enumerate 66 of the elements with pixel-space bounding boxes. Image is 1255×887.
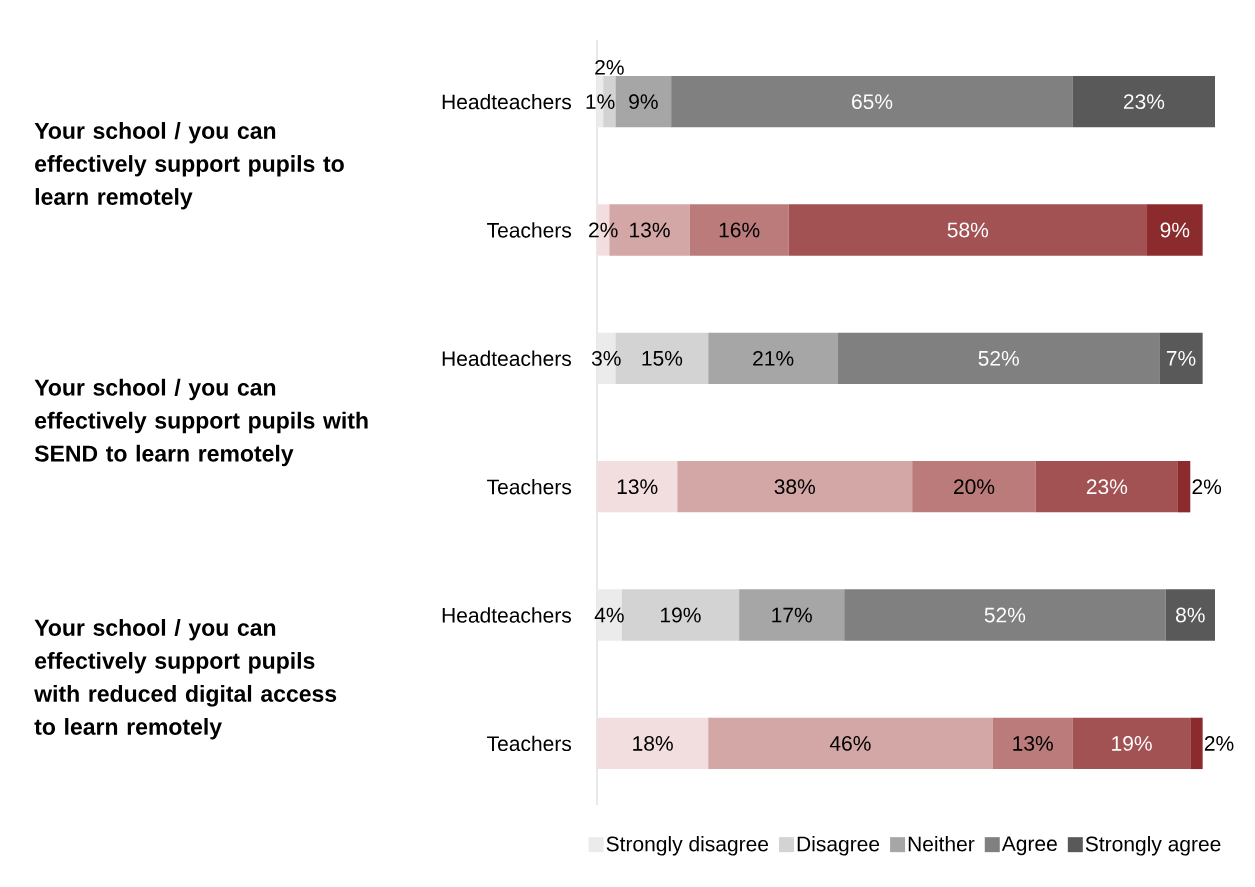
bar	[788, 204, 1148, 256]
bar	[1190, 717, 1203, 770]
bar	[689, 204, 789, 256]
data-label: 9%	[1160, 222, 1190, 238]
bar	[992, 717, 1073, 770]
data-label: 13%	[617, 479, 658, 495]
data-label: 23%	[1086, 479, 1128, 495]
bar	[1159, 332, 1203, 384]
y-tick-label: Teachers	[487, 478, 572, 495]
bar	[838, 332, 1160, 384]
bar	[597, 461, 678, 513]
bar	[671, 75, 1073, 128]
data-label: 20%	[954, 479, 995, 495]
data-label: 16%	[719, 222, 760, 238]
bar	[615, 75, 672, 128]
data-label: 2%	[1204, 736, 1234, 751]
data-label: 52%	[984, 607, 1026, 623]
legend-label: Agree	[1001, 836, 1057, 856]
data-label: 9%	[629, 94, 658, 110]
bar	[844, 589, 1166, 641]
legend-label: Strongly disagree	[606, 835, 769, 856]
data-label: 46%	[829, 735, 871, 751]
data-label: 58%	[947, 222, 989, 238]
data-label: 2%	[1192, 479, 1222, 495]
data-label: 2%	[595, 59, 624, 75]
text: Your school / you can effectively support pupils with SEND to learn remotely	[34, 378, 368, 467]
data-label: 13%	[1013, 735, 1053, 751]
bar	[1072, 75, 1216, 128]
bar	[708, 332, 839, 384]
y-tick-label: Teachers	[487, 735, 572, 752]
data-label: 65%	[852, 94, 893, 110]
y-tick-label: Headteachers	[442, 93, 572, 110]
data-label: 38%	[774, 479, 816, 495]
bar	[1147, 204, 1203, 256]
bar	[597, 717, 709, 770]
y-tick-label: Headteachers	[442, 350, 572, 367]
bar	[1165, 589, 1216, 641]
data-label: 7%	[1166, 350, 1196, 366]
data-label: 15%	[642, 350, 683, 366]
bar	[708, 717, 993, 770]
bar	[739, 589, 845, 641]
text: Your school / you can effectively support pupils to learn remotely	[34, 122, 344, 210]
data-label: 18%	[633, 735, 673, 751]
text: Your school / you can effectively support pupils with reduced digital access to learn remotely	[34, 619, 337, 740]
y-tick-label: Teachers	[487, 222, 572, 238]
data-label: 23%	[1123, 94, 1165, 110]
bar	[912, 461, 1036, 513]
data-label: 21%	[753, 350, 794, 366]
data-label: 19%	[1112, 735, 1152, 751]
data-label: 13%	[630, 222, 670, 238]
bar	[677, 461, 913, 513]
data-label: 52%	[978, 350, 1019, 366]
data-label: 19%	[661, 607, 701, 623]
bar	[1035, 461, 1178, 513]
bar	[1072, 717, 1191, 770]
data-label: 2%	[589, 222, 618, 238]
bar	[1177, 461, 1191, 513]
data-label: 3%	[591, 350, 621, 366]
legend-label: Neither	[908, 835, 975, 852]
y-tick-label: Headteachers	[442, 607, 572, 623]
data-label: 17%	[772, 607, 812, 623]
data-label: 8%	[1176, 607, 1205, 623]
legend-label: Disagree	[797, 835, 880, 856]
data-label: 4%	[594, 607, 624, 623]
legend-label: Strongly agree	[1085, 835, 1221, 856]
data-label: 1%	[586, 94, 615, 109]
